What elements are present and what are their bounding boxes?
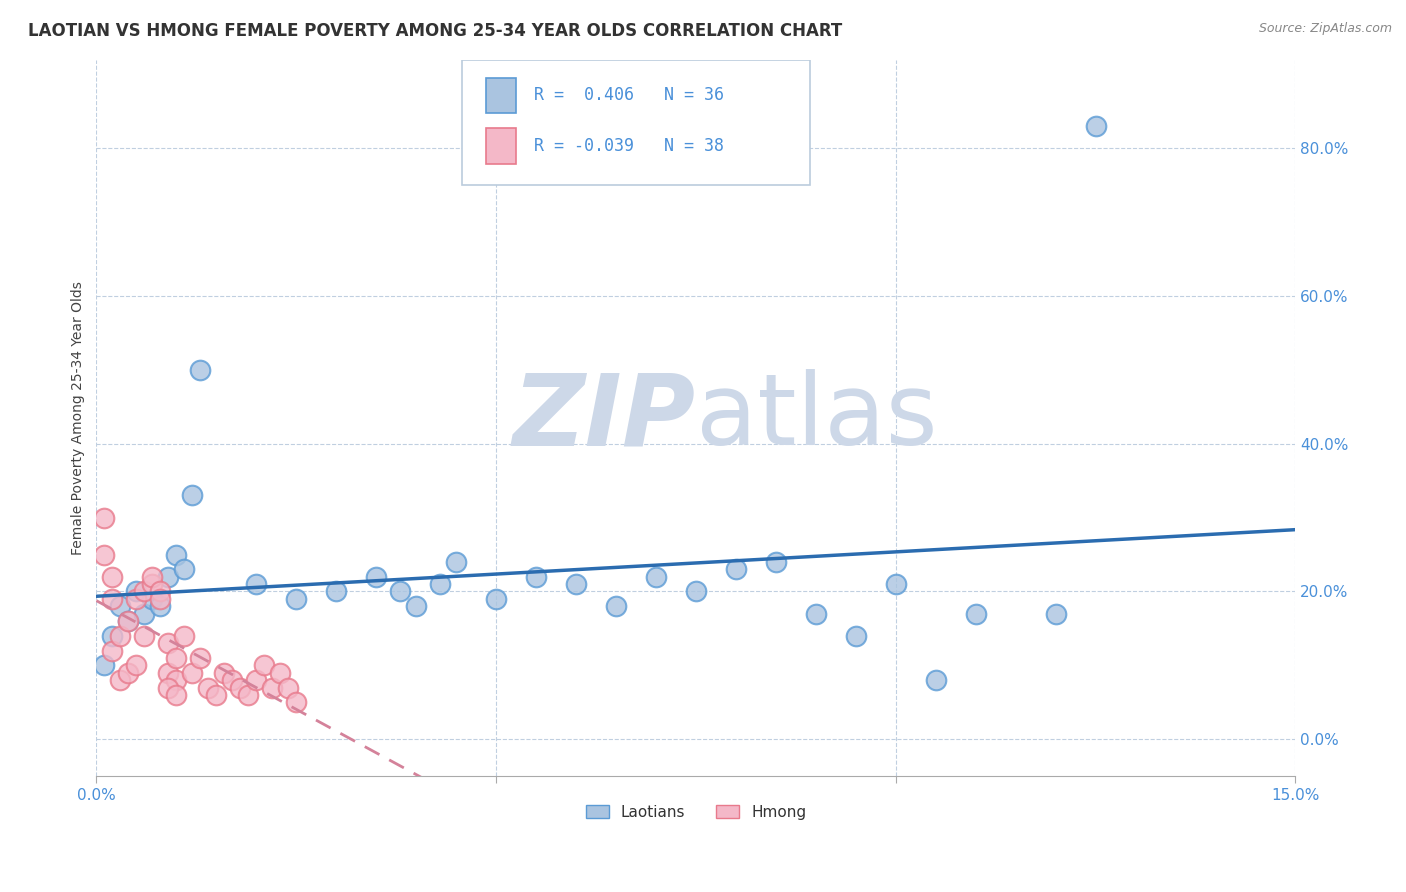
Point bbox=[101, 643, 124, 657]
Point bbox=[173, 562, 195, 576]
Point bbox=[444, 555, 467, 569]
FancyBboxPatch shape bbox=[486, 78, 516, 113]
Point bbox=[524, 570, 547, 584]
Point bbox=[366, 570, 388, 584]
Point bbox=[485, 591, 508, 606]
Point bbox=[157, 636, 180, 650]
Point bbox=[565, 577, 588, 591]
Point bbox=[181, 488, 204, 502]
Point bbox=[253, 658, 276, 673]
Point bbox=[125, 584, 148, 599]
Point bbox=[965, 607, 987, 621]
Point bbox=[165, 688, 187, 702]
Point bbox=[101, 570, 124, 584]
Point bbox=[262, 681, 284, 695]
Point bbox=[325, 584, 347, 599]
Point bbox=[157, 570, 180, 584]
Point bbox=[93, 548, 115, 562]
Point bbox=[134, 629, 156, 643]
Point bbox=[245, 577, 267, 591]
Point bbox=[117, 614, 139, 628]
Point bbox=[149, 591, 172, 606]
Point bbox=[141, 577, 163, 591]
Point bbox=[1045, 607, 1067, 621]
Point bbox=[277, 681, 299, 695]
Point bbox=[884, 577, 907, 591]
Point bbox=[117, 614, 139, 628]
Point bbox=[110, 673, 132, 687]
Point bbox=[804, 607, 827, 621]
Text: ZIP: ZIP bbox=[513, 369, 696, 467]
FancyBboxPatch shape bbox=[463, 60, 810, 185]
Point bbox=[724, 562, 747, 576]
Point bbox=[645, 570, 668, 584]
Point bbox=[165, 673, 187, 687]
Point bbox=[110, 629, 132, 643]
Point bbox=[110, 599, 132, 614]
Point bbox=[221, 673, 243, 687]
Point bbox=[125, 658, 148, 673]
Point bbox=[165, 548, 187, 562]
Point bbox=[605, 599, 627, 614]
Point bbox=[134, 584, 156, 599]
Text: R = -0.039   N = 38: R = -0.039 N = 38 bbox=[534, 136, 724, 154]
Point bbox=[188, 363, 211, 377]
Point bbox=[245, 673, 267, 687]
Legend: Laotians, Hmong: Laotians, Hmong bbox=[579, 798, 813, 826]
Point bbox=[101, 629, 124, 643]
FancyBboxPatch shape bbox=[486, 128, 516, 163]
Point bbox=[141, 570, 163, 584]
Text: LAOTIAN VS HMONG FEMALE POVERTY AMONG 25-34 YEAR OLDS CORRELATION CHART: LAOTIAN VS HMONG FEMALE POVERTY AMONG 25… bbox=[28, 22, 842, 40]
Point bbox=[157, 681, 180, 695]
Point bbox=[134, 607, 156, 621]
Point bbox=[765, 555, 787, 569]
Point bbox=[141, 591, 163, 606]
Y-axis label: Female Poverty Among 25-34 Year Olds: Female Poverty Among 25-34 Year Olds bbox=[72, 281, 86, 555]
Point bbox=[93, 510, 115, 524]
Point bbox=[229, 681, 252, 695]
Point bbox=[1084, 119, 1107, 133]
Point bbox=[125, 591, 148, 606]
Point bbox=[285, 591, 308, 606]
Point bbox=[205, 688, 228, 702]
Point bbox=[157, 665, 180, 680]
Point bbox=[181, 665, 204, 680]
Point bbox=[925, 673, 948, 687]
Point bbox=[197, 681, 219, 695]
Point bbox=[101, 591, 124, 606]
Point bbox=[389, 584, 412, 599]
Text: Source: ZipAtlas.com: Source: ZipAtlas.com bbox=[1258, 22, 1392, 36]
Point bbox=[149, 584, 172, 599]
Text: atlas: atlas bbox=[696, 369, 938, 467]
Point bbox=[285, 695, 308, 709]
Point bbox=[269, 665, 291, 680]
Point bbox=[117, 665, 139, 680]
Text: R =  0.406   N = 36: R = 0.406 N = 36 bbox=[534, 87, 724, 104]
Point bbox=[173, 629, 195, 643]
Point bbox=[93, 658, 115, 673]
Point bbox=[405, 599, 427, 614]
Point bbox=[429, 577, 451, 591]
Point bbox=[165, 651, 187, 665]
Point bbox=[149, 599, 172, 614]
Point bbox=[845, 629, 868, 643]
Point bbox=[212, 665, 235, 680]
Point bbox=[238, 688, 260, 702]
Point bbox=[685, 584, 707, 599]
Point bbox=[188, 651, 211, 665]
